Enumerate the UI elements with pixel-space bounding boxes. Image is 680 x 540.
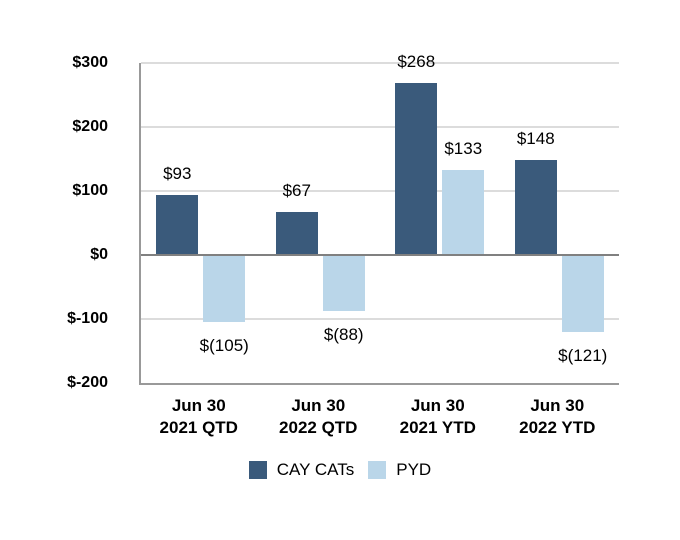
x-axis-category-label: Jun 30 2022 YTD — [492, 395, 622, 439]
x-axis-category-line: 2021 QTD — [159, 418, 238, 437]
bar-cay-cats — [514, 160, 557, 255]
bar-pyd — [561, 255, 604, 333]
x-axis-category-label: Jun 30 2022 QTD — [253, 395, 383, 439]
bar-pyd — [203, 255, 246, 323]
legend-item-cay-cats: CAY CATs — [248, 460, 355, 480]
y-axis-tick-label: $100 — [72, 182, 108, 199]
x-axis-category-line: 2021 YTD — [399, 418, 476, 437]
x-axis-category-line: Jun 30 — [530, 396, 585, 415]
bar-value-label: $133 — [444, 138, 483, 158]
bar-value-label: $(105) — [199, 336, 249, 356]
y-axis-tick-label: $200 — [72, 118, 108, 135]
bar-value-label: $(88) — [323, 325, 364, 345]
gridline — [141, 318, 619, 320]
y-axis-tick-label: $300 — [72, 54, 108, 71]
legend: CAY CATs PYD — [0, 460, 680, 480]
bar-value-label: $93 — [163, 164, 192, 184]
x-axis-category-line: Jun 30 — [171, 396, 226, 415]
bar-value-label: $67 — [282, 181, 311, 201]
plot-area: $93 $(105) $67 $(88) $268 $133 $148 $(121) — [139, 52, 619, 385]
bar-cay-cats — [156, 195, 199, 255]
gridline — [141, 190, 619, 192]
bar-cay-cats — [395, 83, 438, 255]
x-axis-category-line: Jun 30 — [410, 396, 465, 415]
bar-pyd — [322, 255, 365, 312]
zero-gridline — [141, 254, 619, 256]
legend-label: CAY CATs — [276, 460, 355, 479]
y-axis-tick-label: $-200 — [67, 374, 108, 391]
bar-cay-cats — [275, 212, 318, 255]
legend-item-pyd: PYD — [368, 460, 431, 480]
y-axis-tick-label: $-100 — [67, 310, 108, 327]
x-axis-category-line: Jun 30 — [291, 396, 346, 415]
legend-label: PYD — [396, 460, 432, 479]
x-axis-category-label: Jun 30 2021 QTD — [134, 395, 264, 439]
bar-pyd — [442, 169, 485, 255]
legend-swatch-icon — [248, 461, 267, 479]
legend-swatch-icon — [368, 461, 387, 479]
x-axis-category-line: 2022 YTD — [519, 418, 596, 437]
x-axis-category-line: 2022 QTD — [279, 418, 358, 437]
gridline — [141, 62, 619, 64]
bar-value-label: $(121) — [558, 346, 608, 366]
gridline — [141, 126, 619, 128]
x-axis-category-label: Jun 30 2021 YTD — [373, 395, 503, 439]
bar-value-label: $148 — [516, 129, 555, 149]
bar-value-label: $268 — [397, 52, 436, 72]
y-axis-tick-label: $0 — [90, 246, 108, 263]
